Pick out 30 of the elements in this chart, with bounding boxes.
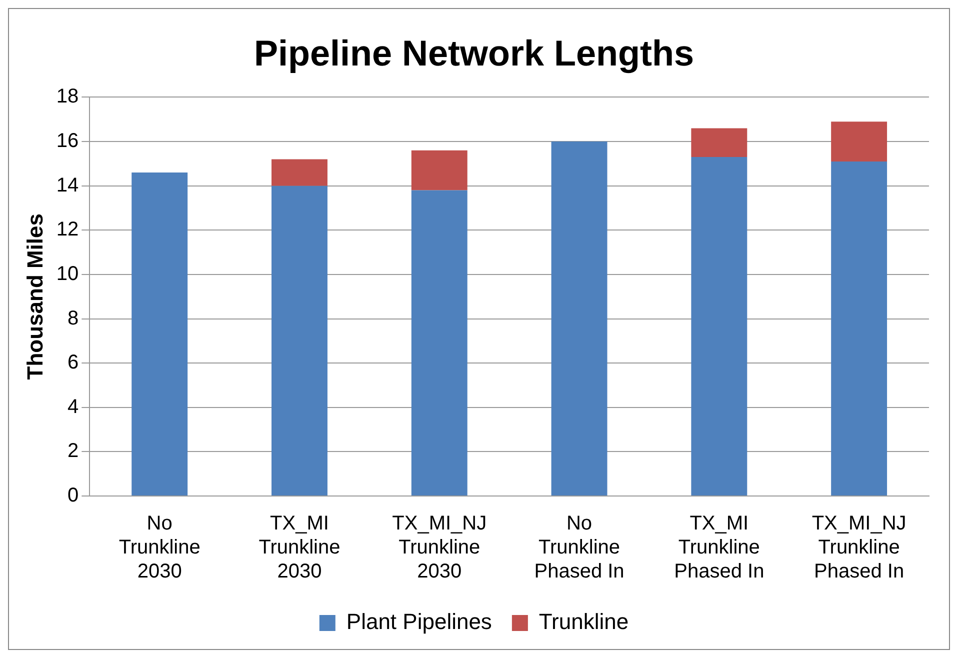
x-tick-label: TX_MI_NJ Trunkline Phased In (812, 512, 906, 583)
y-tick-label: 10 (56, 262, 79, 285)
y-tick-label: 16 (56, 130, 79, 152)
bar (411, 150, 468, 190)
y-axis-title: Thousand Miles (22, 213, 48, 380)
x-tick-label: TX_MI Trunkline 2030 (258, 512, 340, 583)
chart-title: Pipeline Network Lengths (254, 32, 694, 74)
x-tick-label: No Trunkline Phased In (534, 512, 624, 583)
bar (272, 159, 328, 186)
bar (132, 172, 188, 496)
y-tick-label: 18 (56, 86, 79, 108)
bar (272, 186, 328, 496)
bar (831, 161, 888, 496)
bar (551, 142, 608, 496)
y-tick-label: 14 (56, 174, 79, 196)
bar (831, 122, 888, 162)
bar (411, 190, 468, 496)
legend-label: Plant Pipelines (346, 609, 492, 634)
bar (691, 157, 748, 496)
y-tick-label: 6 (68, 352, 79, 374)
bar (691, 128, 748, 158)
x-tick-label: No Trunkline 2030 (118, 512, 200, 583)
legend-label: Trunkline (538, 609, 629, 634)
x-tick-label: TX_MI Trunkline Phased In (674, 512, 764, 583)
y-tick-label: 2 (68, 440, 79, 462)
y-tick-label: 12 (56, 218, 79, 241)
y-tick-label: 4 (68, 396, 79, 418)
x-tick-label: TX_MI_NJ Trunkline 2030 (392, 512, 487, 583)
y-tick-label: 8 (68, 307, 79, 330)
y-tick-label: 0 (68, 484, 79, 507)
